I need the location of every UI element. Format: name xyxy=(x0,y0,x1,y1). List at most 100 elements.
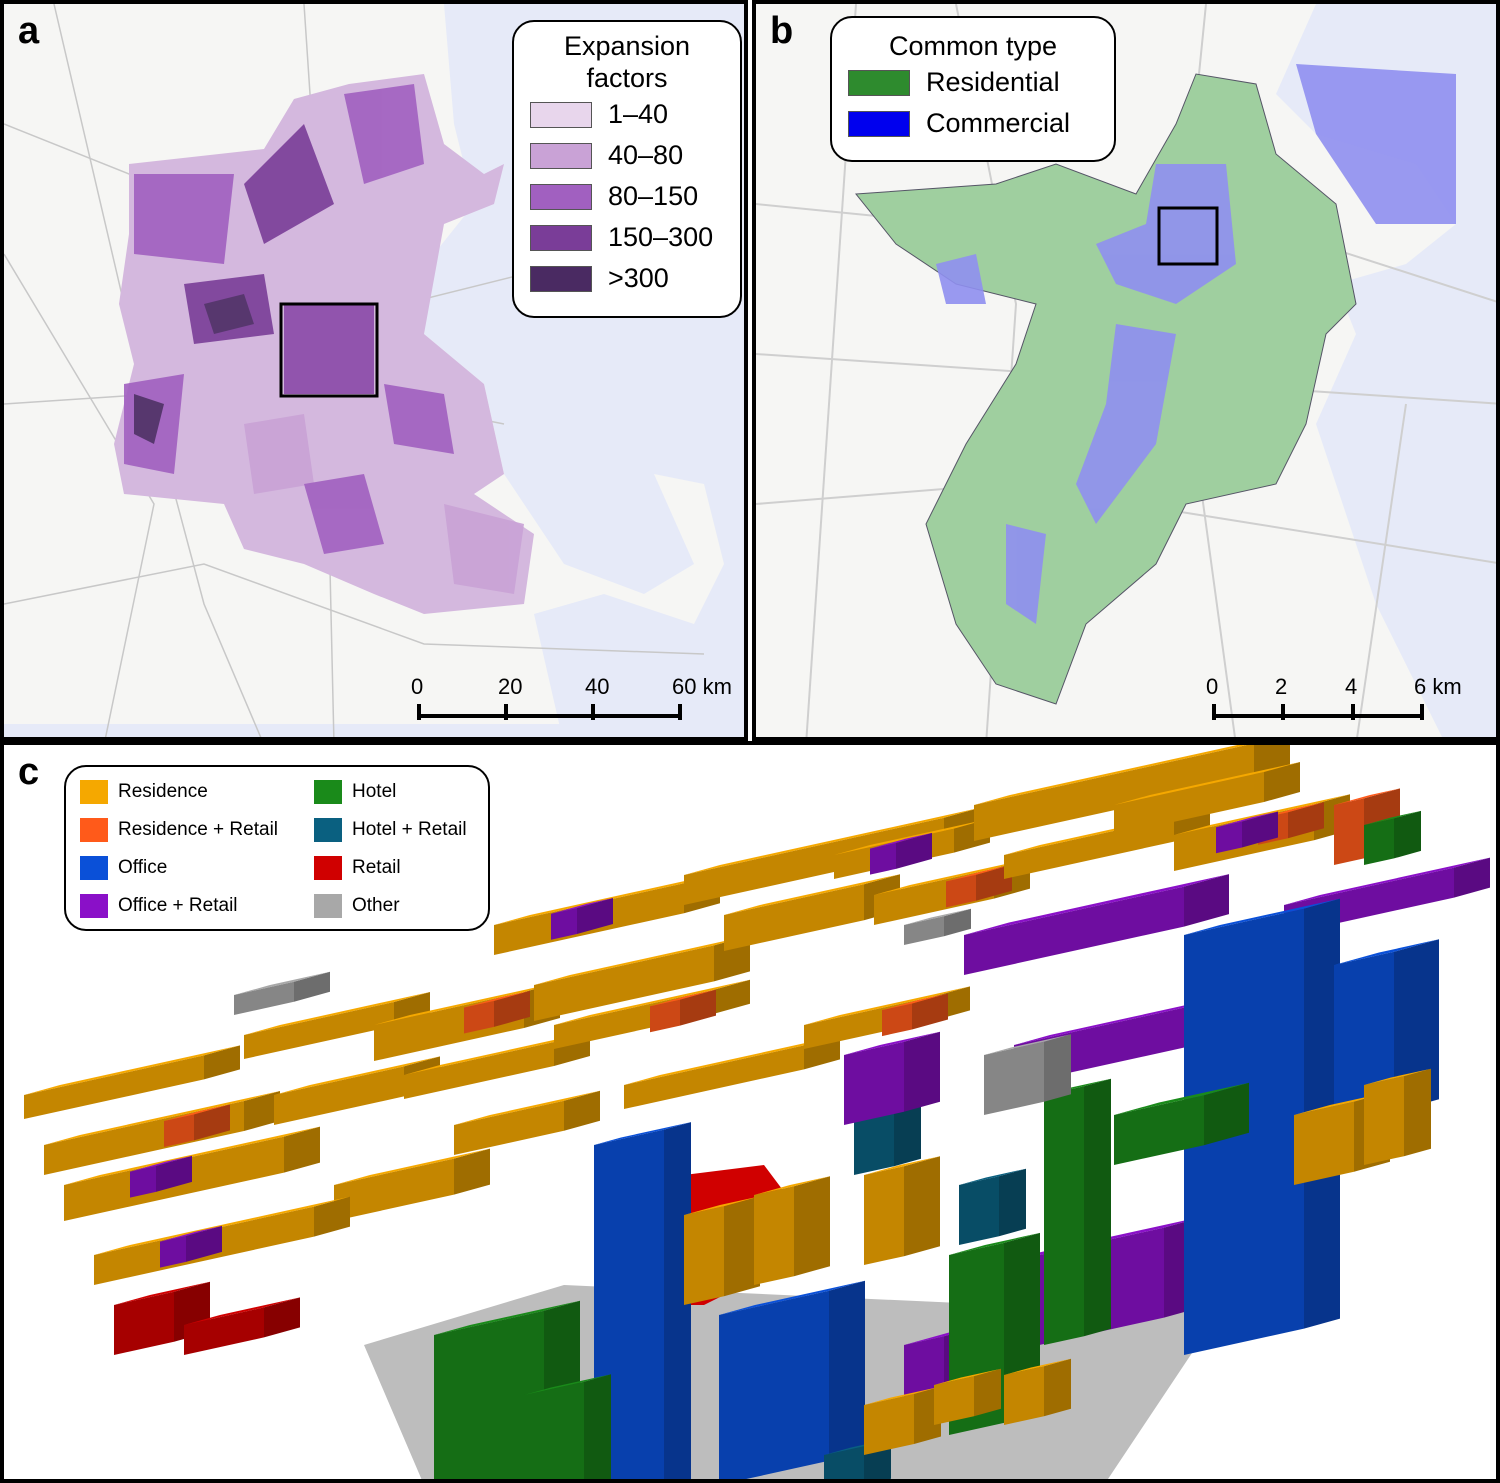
building xyxy=(999,1168,1026,1237)
legend: Residence Residence + Retail Office Office … xyxy=(64,765,490,931)
building xyxy=(624,1035,840,1085)
building xyxy=(829,1280,865,1461)
building xyxy=(864,1394,914,1455)
zones xyxy=(124,84,524,594)
building xyxy=(974,745,1247,805)
legend-label: Residence xyxy=(118,781,208,802)
building xyxy=(870,832,932,849)
panel-b: b Common type Residential Commercial 0 2 4 6 km xyxy=(752,0,1500,741)
panel-label: b xyxy=(770,10,794,52)
legend-swatch xyxy=(80,780,108,804)
building xyxy=(684,1206,724,1305)
legend-item: Residential xyxy=(832,62,1114,103)
building xyxy=(1004,1366,1044,1425)
building xyxy=(274,1066,404,1125)
building xyxy=(1084,1078,1111,1337)
legend-swatch xyxy=(314,894,342,918)
building xyxy=(1364,1076,1404,1165)
legend-title: Expansion factors xyxy=(563,31,691,93)
building xyxy=(204,1045,240,1080)
building xyxy=(794,1176,830,1277)
legend-item: 1–40 xyxy=(514,94,740,135)
legend-swatch xyxy=(80,856,108,880)
building xyxy=(404,1042,554,1099)
building xyxy=(160,1225,222,1242)
building xyxy=(334,1148,490,1185)
building xyxy=(130,1165,156,1198)
building xyxy=(724,1196,760,1297)
building xyxy=(1114,762,1300,805)
building xyxy=(754,1176,830,1195)
building xyxy=(334,1158,454,1221)
building xyxy=(1014,995,1230,1045)
legend-title: Common type xyxy=(888,31,1058,61)
building xyxy=(534,935,750,985)
building xyxy=(454,1100,564,1155)
building xyxy=(624,1045,804,1109)
building xyxy=(1364,818,1394,865)
building xyxy=(24,1055,204,1119)
building xyxy=(724,874,900,915)
building xyxy=(719,1290,829,1479)
building xyxy=(64,1126,320,1185)
building xyxy=(44,1091,280,1145)
building xyxy=(934,1376,974,1425)
building xyxy=(944,908,971,937)
legend-swatch xyxy=(314,818,342,842)
building xyxy=(194,1104,230,1141)
legend-item: Hotel + Retail xyxy=(300,811,490,849)
building xyxy=(684,807,980,875)
building xyxy=(114,1281,210,1305)
building xyxy=(94,1196,350,1255)
building xyxy=(284,1126,320,1173)
building xyxy=(912,993,948,1030)
legend-item: Hotel xyxy=(300,773,490,811)
building xyxy=(1044,1034,1071,1102)
building xyxy=(882,1003,912,1037)
legend-label: Residential xyxy=(926,67,1060,97)
panel-c: c Residence Residence + Retail Office Office… xyxy=(0,741,1500,1483)
building xyxy=(650,999,680,1033)
legend-label: 80–150 xyxy=(608,181,699,211)
commercial-areas xyxy=(936,64,1456,624)
legend-swatch xyxy=(848,69,910,96)
legend-label: Office + Retail xyxy=(118,895,238,916)
legend-label: 150–300 xyxy=(608,222,714,252)
building xyxy=(684,1196,760,1215)
legend-label: Office xyxy=(118,857,168,878)
building xyxy=(964,886,1184,975)
building xyxy=(404,1032,590,1075)
building xyxy=(594,1129,664,1479)
building xyxy=(864,1386,941,1405)
building xyxy=(904,908,971,925)
building xyxy=(577,897,613,934)
building xyxy=(494,873,720,925)
building xyxy=(494,990,530,1027)
building xyxy=(854,1106,894,1175)
scale-label: 20 xyxy=(498,674,523,699)
legend: Common type Residential Commercial xyxy=(830,16,1116,162)
building xyxy=(724,884,864,951)
residential-area xyxy=(855,73,1357,705)
building xyxy=(264,1297,300,1338)
building xyxy=(1216,811,1278,828)
building xyxy=(959,1176,999,1245)
building xyxy=(584,1374,611,1479)
building xyxy=(244,1091,280,1131)
legend-swatch xyxy=(80,894,108,918)
building xyxy=(844,1041,904,1125)
building xyxy=(1216,821,1242,854)
legend-label: Hotel + Retail xyxy=(352,819,467,840)
legend-label: >300 xyxy=(608,263,669,293)
legend-item: Commercial xyxy=(832,103,1114,144)
scale-label: 2 xyxy=(1275,674,1288,699)
building xyxy=(594,1122,691,1145)
building xyxy=(824,1446,864,1479)
building xyxy=(374,982,560,1025)
panel-label: c xyxy=(18,751,40,793)
building xyxy=(834,818,990,855)
legend-swatch xyxy=(530,183,592,210)
building xyxy=(234,971,330,995)
building xyxy=(314,1196,350,1237)
legend-items: Residential Commercial xyxy=(832,62,1114,144)
